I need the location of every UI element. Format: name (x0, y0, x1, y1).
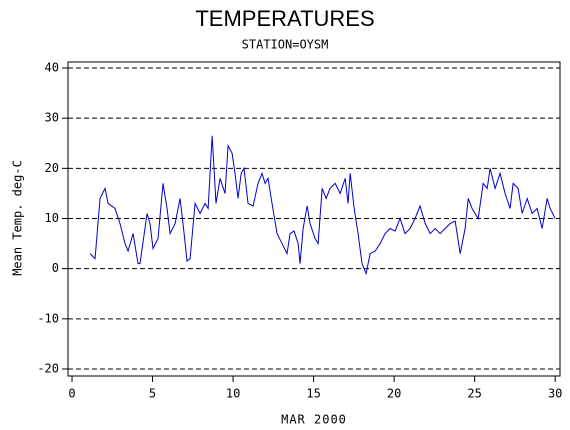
data-line (89, 135, 556, 276)
y-tick-label: -20 (37, 361, 59, 375)
y-axis-label: Mean Temp. deg-C (11, 160, 25, 276)
y-tick-label: 0 (52, 261, 59, 275)
y-tick-label: 20 (45, 161, 59, 175)
x-tick-label: 30 (548, 387, 562, 401)
plot-frame (67, 61, 561, 377)
chart-title: TEMPERATURES (195, 6, 374, 31)
y-tick-label: 30 (45, 111, 59, 125)
x-tick-label: 25 (467, 387, 481, 401)
x-tick-label: 0 (68, 387, 75, 401)
x-tick-label: 5 (149, 387, 156, 401)
y-tick-label: 10 (45, 211, 59, 225)
y-tick-label: -10 (37, 311, 59, 325)
x-axis-label: MAR 2000 (281, 413, 347, 427)
x-tick-label: 15 (306, 387, 320, 401)
chart-subtitle: STATION=OYSM (242, 38, 329, 52)
y-tick-label: 40 (45, 61, 59, 75)
x-tick-label: 20 (387, 387, 401, 401)
x-tick-label: 10 (226, 387, 240, 401)
